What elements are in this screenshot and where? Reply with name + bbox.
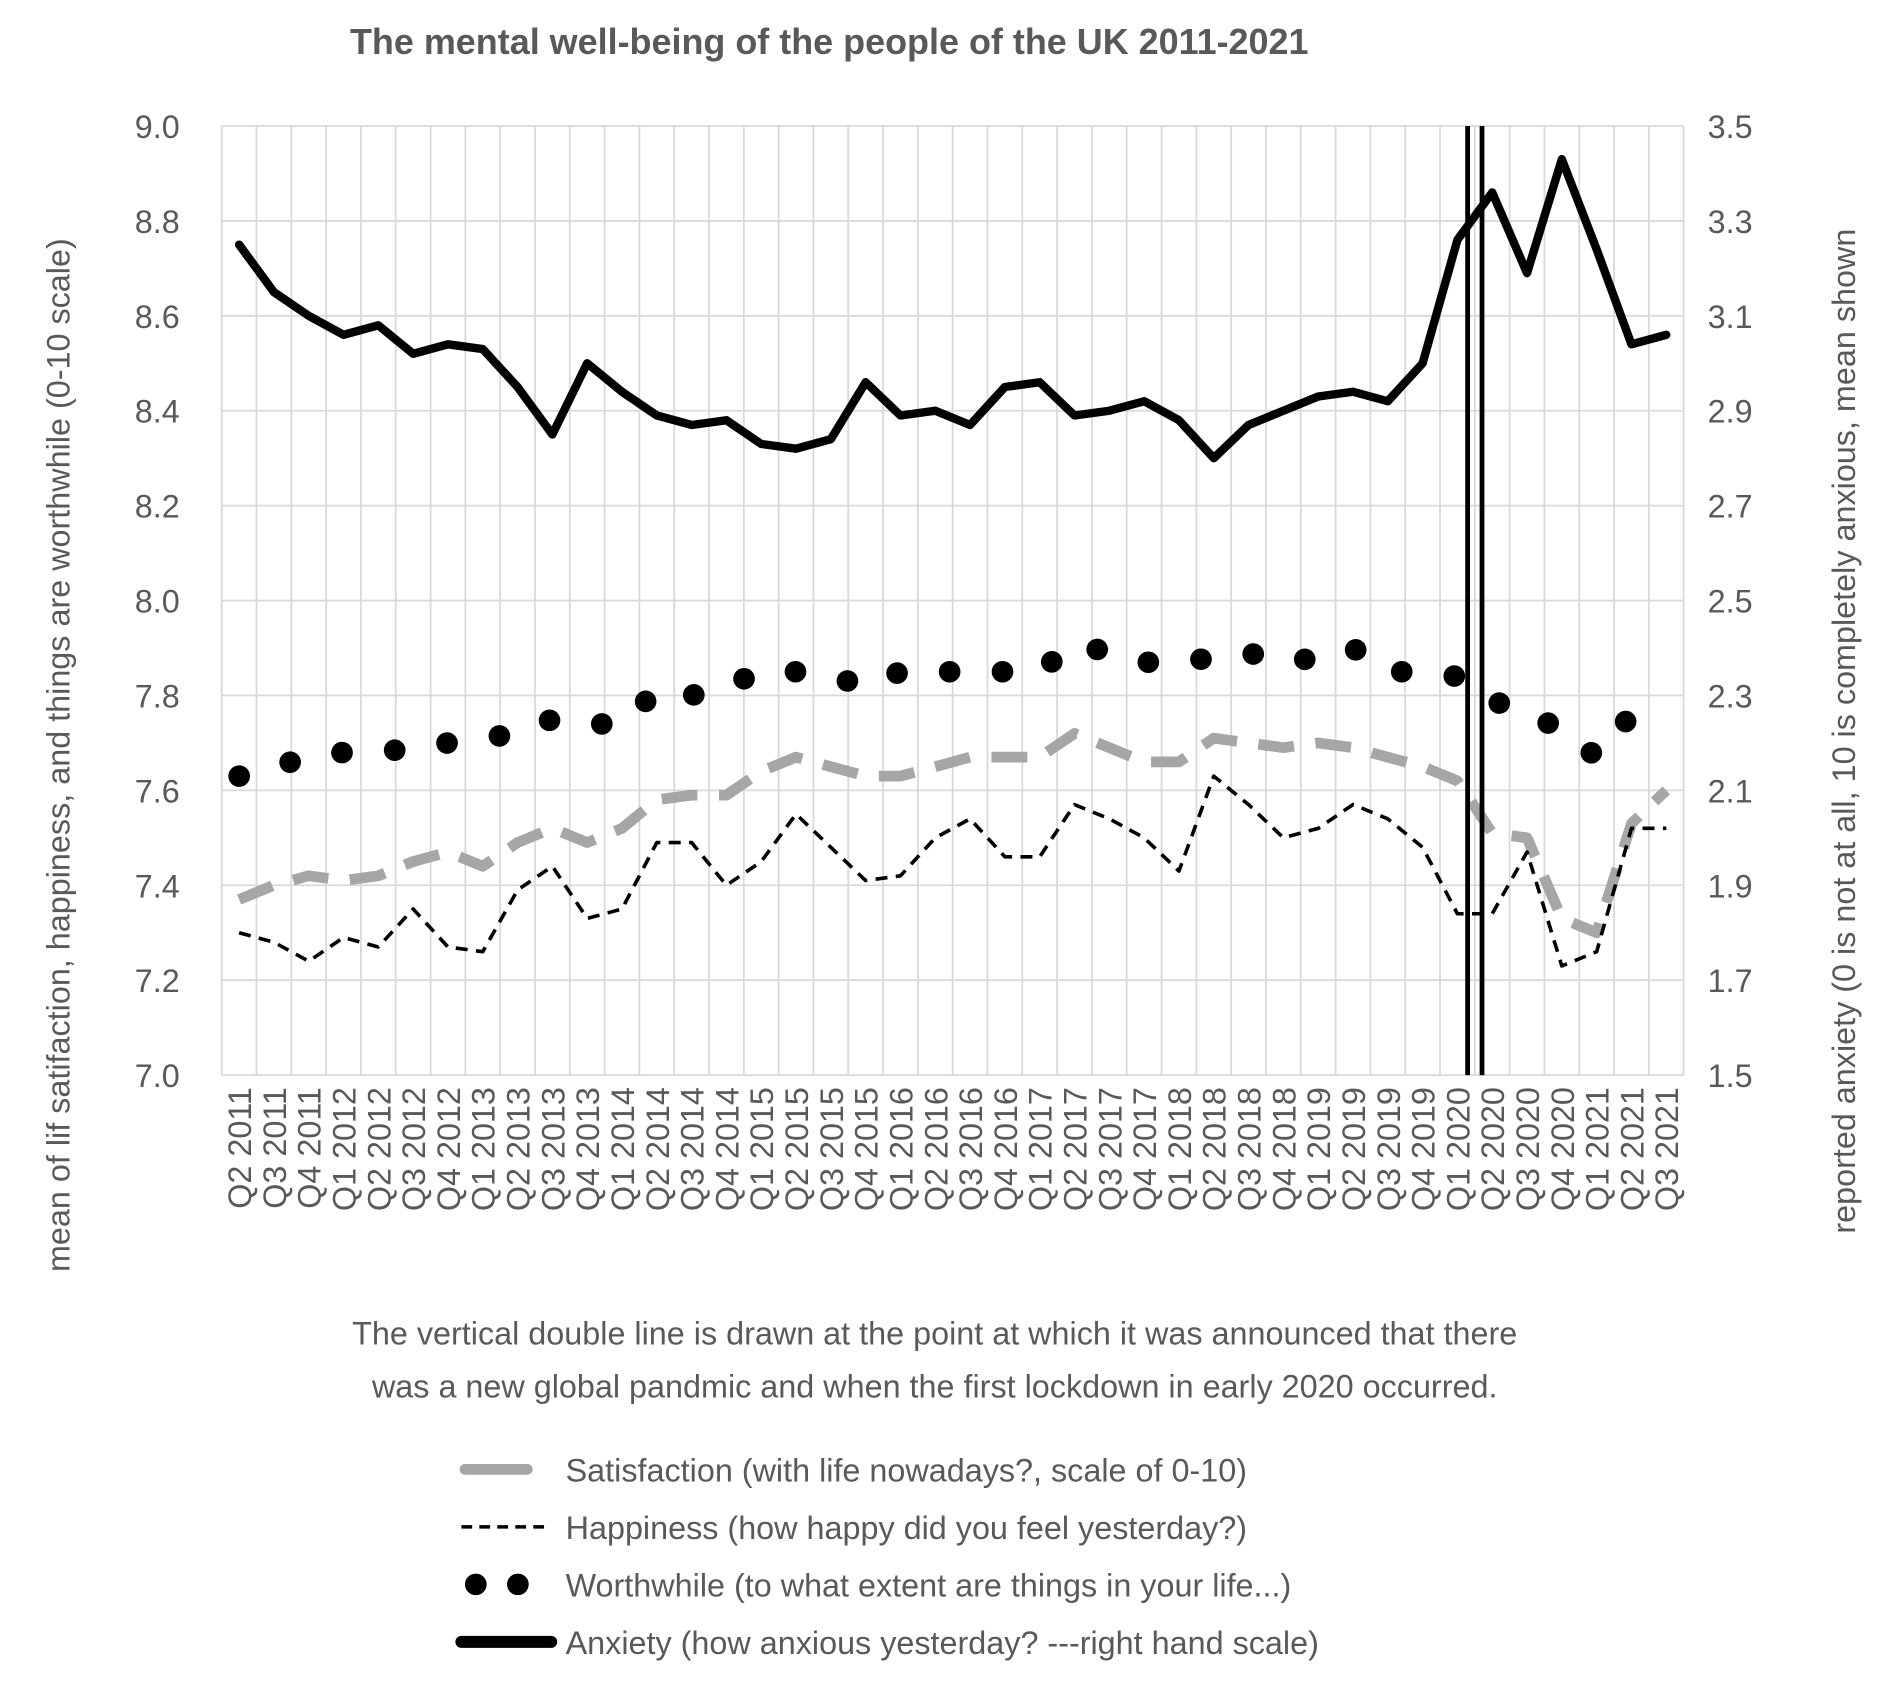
x-tick-label: Q2 2018 xyxy=(1197,1087,1233,1211)
x-tick-label: Q1 2017 xyxy=(1023,1087,1059,1211)
x-tick-label: Q1 2012 xyxy=(327,1087,363,1211)
left-tick-label: 9.0 xyxy=(135,109,180,145)
right-tick-label: 2.3 xyxy=(1708,678,1753,714)
x-tick-label: Q1 2018 xyxy=(1162,1087,1198,1211)
right-axis-label: reported anxiety (0 is not at all, 10 is… xyxy=(1826,229,1862,1234)
x-tick-label: Q3 2014 xyxy=(675,1087,711,1211)
x-tick-label: Q4 2014 xyxy=(709,1087,745,1211)
x-tick-label: Q2 2017 xyxy=(1057,1087,1093,1211)
x-tick-label: Q1 2019 xyxy=(1301,1087,1337,1211)
x-tick-label: Q3 2018 xyxy=(1232,1087,1268,1211)
right-tick-label: 3.5 xyxy=(1708,109,1753,145)
x-tick-label: Q3 2020 xyxy=(1510,1087,1546,1211)
x-tick-label: Q4 2011 xyxy=(292,1087,328,1209)
x-tick-label: Q4 2018 xyxy=(1266,1087,1302,1211)
gridlines xyxy=(220,125,1685,1076)
legend-label: Happiness (how happy did you feel yester… xyxy=(566,1510,1247,1546)
x-tick-label: Q4 2015 xyxy=(849,1087,885,1211)
legend-label: Anxiety (how anxious yesterday? ---right… xyxy=(566,1625,1319,1661)
x-tick-label: Q2 2011 xyxy=(222,1087,258,1209)
right-tick-label: 1.7 xyxy=(1708,963,1753,999)
left-tick-label: 8.6 xyxy=(135,299,180,335)
x-tick-label: Q4 2012 xyxy=(431,1087,467,1211)
right-tick-label: 2.7 xyxy=(1708,489,1753,525)
legend: Satisfaction (with life nowadays?, scale… xyxy=(455,1452,1319,1661)
x-tick-label: Q3 2017 xyxy=(1092,1087,1128,1211)
x-tick-label: Q1 2014 xyxy=(605,1087,641,1211)
series-line-satisfaction xyxy=(237,728,1670,939)
series-lines xyxy=(228,155,1671,968)
x-tick-label: Q3 2021 xyxy=(1649,1087,1685,1211)
x-tick-label: Q2 2019 xyxy=(1336,1087,1372,1211)
right-tick-label: 1.9 xyxy=(1708,868,1753,904)
right-tick-label: 2.9 xyxy=(1708,394,1753,430)
left-tick-label: 8.0 xyxy=(135,584,180,620)
series-line-anxiety xyxy=(234,155,1671,463)
x-tick-label: Q3 2011 xyxy=(257,1087,293,1209)
left-tick-label: 7.0 xyxy=(135,1058,180,1094)
legend-label: Satisfaction (with life nowadays?, scale… xyxy=(566,1452,1247,1488)
chart-title: The mental well-being of the people of t… xyxy=(350,21,1309,62)
x-tick-label: Q4 2013 xyxy=(570,1087,606,1211)
x-tick-label: Q4 2016 xyxy=(988,1087,1024,1211)
x-tick-label: Q1 2015 xyxy=(744,1087,780,1211)
left-tick-label: 7.4 xyxy=(135,868,180,904)
right-axis-ticks: 1.5 1.7 1.9 2.1 2.3 2.5 2.7 2.9 3.1 3.3 3.5 xyxy=(1708,109,1753,1094)
right-tick-label: 2.5 xyxy=(1708,584,1753,620)
x-tick-label: Q1 2013 xyxy=(466,1087,502,1211)
left-tick-label: 8.2 xyxy=(135,489,180,525)
legend-label: Worthwhile (to what extent are things in… xyxy=(566,1567,1292,1603)
x-tick-label: Q3 2013 xyxy=(535,1087,571,1211)
x-tick-label: Q2 2013 xyxy=(501,1087,537,1211)
x-tick-label: Q3 2015 xyxy=(814,1087,850,1211)
left-tick-label: 7.2 xyxy=(135,963,180,999)
left-tick-label: 8.4 xyxy=(135,394,180,430)
x-tick-label: Q3 2019 xyxy=(1371,1087,1407,1211)
lockdown-double-line xyxy=(1465,126,1485,1076)
right-tick-label: 3.3 xyxy=(1708,204,1753,240)
annotation-line-1: The vertical double line is drawn at the… xyxy=(352,1316,1517,1352)
x-tick-label: Q1 2021 xyxy=(1580,1087,1616,1211)
x-tick-label: Q1 2020 xyxy=(1440,1087,1476,1211)
x-tick-label: Q2 2021 xyxy=(1614,1087,1650,1211)
x-tick-label: Q4 2017 xyxy=(1127,1087,1163,1211)
x-tick-label: Q4 2020 xyxy=(1545,1087,1581,1211)
x-tick-label: Q2 2020 xyxy=(1475,1087,1511,1211)
x-tick-label: Q2 2016 xyxy=(918,1087,954,1211)
x-tick-label: Q2 2014 xyxy=(640,1087,676,1211)
left-axis-ticks: 7.0 7.2 7.4 7.6 7.8 8.0 8.2 8.4 8.6 8.8 9.0 xyxy=(135,109,180,1094)
left-tick-label: 8.8 xyxy=(135,204,180,240)
x-tick-label: Q3 2016 xyxy=(953,1087,989,1211)
x-tick-label: Q2 2012 xyxy=(361,1087,397,1211)
series-line-worthwhile xyxy=(228,632,1643,787)
left-axis-label: mean of lif satifaction, happiness, and … xyxy=(41,238,77,1272)
left-tick-label: 7.6 xyxy=(135,773,180,809)
series-line-happiness xyxy=(238,774,1667,968)
right-tick-label: 2.1 xyxy=(1708,773,1753,809)
annotation-line-2: was a new global pandmic and when the fi… xyxy=(371,1368,1497,1404)
x-tick-label: Q3 2012 xyxy=(396,1087,432,1211)
x-tick-label: Q4 2019 xyxy=(1406,1087,1442,1211)
x-tick-label: Q2 2015 xyxy=(779,1087,815,1211)
right-tick-label: 1.5 xyxy=(1708,1058,1753,1094)
x-tick-label: Q1 2016 xyxy=(883,1087,919,1211)
right-tick-label: 3.1 xyxy=(1708,299,1753,335)
left-tick-label: 7.8 xyxy=(135,678,180,714)
